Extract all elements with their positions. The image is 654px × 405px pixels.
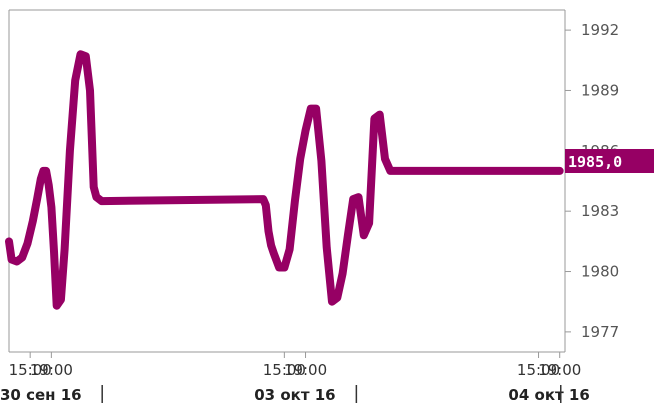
x-tick-label: 15:00 <box>9 361 52 379</box>
date-label: 04 окт 16 <box>508 386 589 404</box>
y-tick-label: 1980 <box>581 263 619 281</box>
y-tick-label: 1992 <box>581 21 619 39</box>
last-value-marker: 1985,0 <box>565 149 654 173</box>
y-tick-label: 1983 <box>581 202 619 220</box>
date-label: 03 окт 16 <box>254 386 335 404</box>
date-label: 30 сен 16 <box>0 386 82 404</box>
y-tick-label: 1977 <box>581 323 619 341</box>
price-series-line <box>5 50 564 310</box>
plot-frame <box>8 9 566 353</box>
x-tick-label: 19:00 <box>538 361 581 379</box>
x-axis-date-labels: 30 сен 16 03 окт 16 04 окт 16 <box>0 385 590 404</box>
last-value-badge <box>565 149 654 173</box>
y-tick-label: 1989 <box>581 81 619 99</box>
last-value-label: 1985,0 <box>568 153 622 171</box>
y-axis-ticks: 199219891986198319801977 <box>565 21 619 341</box>
x-tick-label: 15:00 <box>263 361 306 379</box>
x-tick-label: 15:00 <box>517 361 560 379</box>
x-tick-label: 19:00 <box>30 361 73 379</box>
x-tick-label: 19:00 <box>284 361 327 379</box>
